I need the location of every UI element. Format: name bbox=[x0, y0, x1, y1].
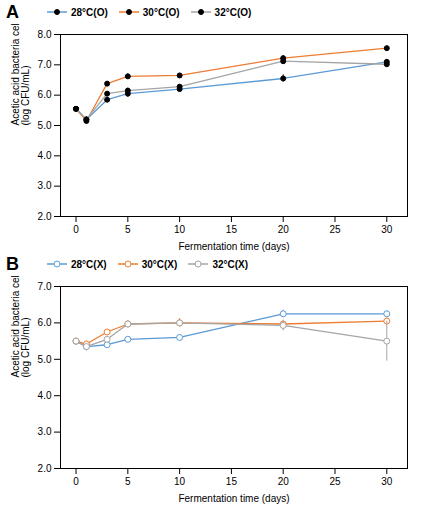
svg-text:Acetic acid bacteria cell coun: Acetic acid bacteria cell counts(log CFU… bbox=[10, 276, 31, 378]
svg-text:5.0: 5.0 bbox=[38, 120, 52, 131]
svg-text:7.0: 7.0 bbox=[38, 281, 52, 292]
html-text:B: B bbox=[6, 253, 19, 274]
svg-text:6.0: 6.0 bbox=[38, 317, 52, 328]
html-text:30°C(O): 30°C(O) bbox=[142, 6, 180, 18]
svg-text:25: 25 bbox=[329, 476, 341, 487]
html-text:28°C(X): 28°C(X) bbox=[71, 258, 107, 270]
svg-text:3.0: 3.0 bbox=[38, 426, 52, 437]
svg-text:6.0: 6.0 bbox=[38, 89, 52, 100]
svg-text:20: 20 bbox=[278, 476, 290, 487]
svg-text:8.0: 8.0 bbox=[38, 29, 52, 40]
svg-text:10: 10 bbox=[174, 224, 186, 235]
svg-text:30: 30 bbox=[381, 476, 393, 487]
svg-text:Acetic acid bacteria cell coun: Acetic acid bacteria cell counts(log CFU… bbox=[10, 24, 31, 126]
html-text:30°C(X): 30°C(X) bbox=[141, 258, 178, 270]
svg-text:2.0: 2.0 bbox=[38, 463, 52, 474]
svg-text:5: 5 bbox=[125, 476, 131, 487]
svg-text:0: 0 bbox=[73, 476, 79, 487]
svg-text:10: 10 bbox=[174, 476, 186, 487]
html-text:32°C(O): 32°C(O) bbox=[214, 6, 252, 18]
svg-text:25: 25 bbox=[329, 224, 341, 235]
html-text:32°C(X): 32°C(X) bbox=[212, 258, 249, 270]
svg-text:2.0: 2.0 bbox=[38, 211, 52, 222]
svg-text:0: 0 bbox=[73, 224, 79, 235]
svg-text:30: 30 bbox=[381, 224, 393, 235]
svg-text:3.0: 3.0 bbox=[38, 180, 52, 191]
svg-text:4.0: 4.0 bbox=[38, 390, 52, 401]
svg-text:Fermentation time (days): Fermentation time (days) bbox=[178, 241, 289, 252]
svg-text:7.0: 7.0 bbox=[38, 59, 52, 70]
svg-text:Fermentation time (days): Fermentation time (days) bbox=[178, 493, 289, 504]
svg-text:5.0: 5.0 bbox=[38, 354, 52, 365]
html-text:A: A bbox=[6, 1, 19, 22]
svg-text:15: 15 bbox=[226, 224, 238, 235]
svg-text:15: 15 bbox=[226, 476, 238, 487]
html-text:28°C(O): 28°C(O) bbox=[71, 6, 108, 18]
svg-text:4.0: 4.0 bbox=[38, 150, 52, 161]
svg-text:20: 20 bbox=[278, 224, 290, 235]
svg-text:5: 5 bbox=[125, 224, 131, 235]
